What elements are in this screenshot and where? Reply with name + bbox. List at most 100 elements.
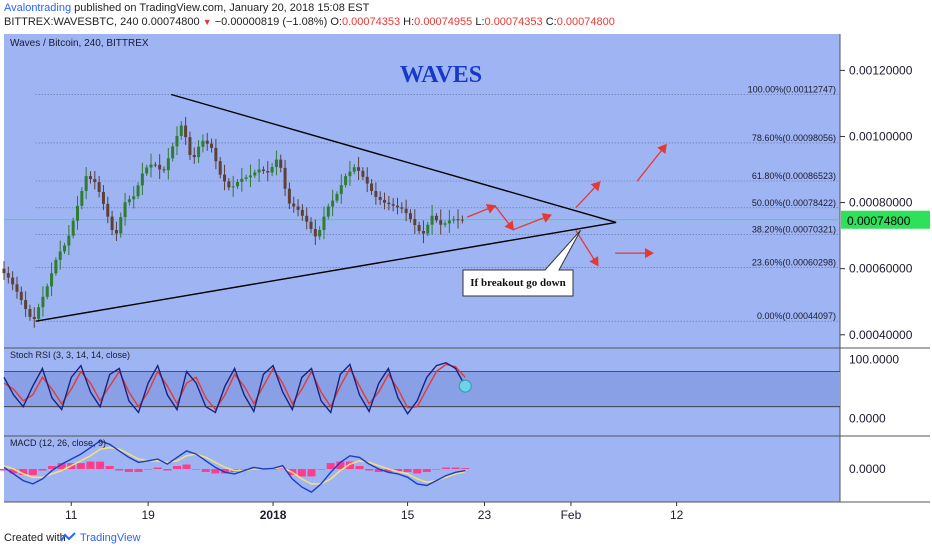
macd-histogram-bar — [345, 461, 354, 469]
candle-body — [119, 217, 123, 234]
macd-histogram-bar — [240, 469, 249, 470]
candle-body — [162, 169, 166, 171]
candle-body — [136, 185, 140, 197]
candle-body — [383, 199, 387, 203]
candle-body — [322, 216, 326, 231]
price-tick-label: 0.00080000 — [849, 196, 913, 210]
candle-body — [348, 171, 352, 177]
chart-area[interactable]: 100.00%(0.00112747) 78.60%(0.00098056) 61.… — [0, 30, 932, 526]
projection-arrow — [575, 229, 599, 267]
macd-histogram-bar — [115, 469, 124, 471]
published-text: published on TradingView.com, January 20… — [74, 2, 370, 14]
candle-body — [287, 188, 291, 204]
candle-body — [374, 191, 378, 197]
macd-histogram-bar — [19, 469, 28, 475]
annotation-callout: If breakout go down — [462, 229, 581, 297]
macd-histogram-bar — [317, 469, 326, 470]
candle-body — [257, 169, 261, 173]
candle-body — [460, 219, 464, 221]
price-pane[interactable] — [4, 34, 840, 348]
macd-signal-line — [3, 446, 466, 485]
candle-body — [417, 225, 421, 231]
candle-body — [114, 230, 118, 234]
candle-body — [58, 251, 62, 260]
candle-body — [309, 221, 313, 230]
macd-histogram-bar — [461, 468, 470, 469]
candle-body — [361, 170, 365, 177]
fib-level-label: 0.00%(0.00044097) — [757, 311, 836, 321]
macd-histogram-bar — [0, 469, 8, 471]
macd-histogram-bar — [48, 466, 57, 469]
macd-histogram-bar — [57, 463, 66, 469]
macd-histogram-bar — [38, 469, 47, 471]
axis-labels: 0.00120000 0.00100000 0.00080000 0.00060000… — [65, 63, 930, 522]
callout-box — [462, 229, 581, 297]
macd-label: MACD (12, 26, close, 9) — [10, 438, 106, 448]
macd-histogram-bar — [336, 461, 345, 469]
open-value: 0.00074353 — [341, 16, 401, 28]
fib-retracement: 100.00%(0.00112747) 78.60%(0.00098056) 61.… — [4, 84, 840, 322]
candle-body — [123, 202, 127, 218]
candle-body — [166, 158, 170, 171]
macd-histogram-bar — [211, 469, 220, 474]
candle-body — [391, 204, 395, 206]
projection-arrow — [466, 203, 497, 218]
candle-body — [430, 215, 434, 225]
candle-body — [188, 137, 192, 155]
author-link[interactable]: Avalontrading — [4, 2, 72, 14]
macd-histogram-bar — [192, 469, 201, 470]
chart-title: WAVES — [400, 62, 482, 88]
candle-body — [223, 174, 227, 182]
candle-body — [240, 178, 244, 182]
candle-body — [300, 209, 304, 216]
stoch-rsi-tick-label: 100.0000 — [849, 353, 899, 367]
tradingview-brand-link[interactable]: TradingView — [80, 532, 141, 544]
candle-body — [179, 125, 183, 136]
time-tick-label: 23 — [478, 508, 492, 522]
candle-body — [266, 171, 270, 173]
candle-body — [395, 205, 399, 208]
candle-body — [248, 175, 252, 178]
candle-body — [305, 215, 309, 222]
candle-body — [439, 220, 443, 225]
projection-arrow — [513, 213, 552, 231]
projection-arrow — [636, 143, 667, 182]
candle-body — [365, 176, 369, 184]
candle-body — [387, 202, 391, 205]
candle-body — [184, 125, 188, 138]
macd-histogram-bar — [384, 469, 393, 472]
low-value: 0.00074353 — [484, 16, 543, 28]
candle-body — [15, 284, 19, 292]
candle-body — [296, 206, 300, 210]
stoch-rsi-label: Stoch RSI (3, 3, 14, 14, close) — [10, 350, 130, 360]
candle-body — [413, 219, 417, 226]
macd-histogram-bar — [269, 469, 278, 470]
price-change: −0.00000819 (−1.08%) — [214, 16, 328, 28]
candle-body — [88, 176, 92, 180]
low-label: L: — [475, 16, 485, 28]
candle-body — [261, 169, 265, 172]
candle-body — [32, 316, 36, 319]
candle-body — [145, 167, 149, 174]
candle-body — [158, 164, 162, 170]
candle-body — [421, 230, 425, 234]
candle-body — [84, 176, 88, 191]
fib-level-label: 38.20%(0.00070321) — [752, 225, 836, 235]
candle-body — [106, 203, 110, 217]
fib-level-label: 78.60%(0.00098056) — [752, 133, 836, 143]
macd-pane[interactable] — [4, 436, 840, 502]
candle-body — [214, 147, 218, 162]
stoch-rsi-tick-label: 0.0000 — [849, 411, 886, 425]
macd-histogram-bar — [413, 469, 422, 474]
high-label: H: — [403, 16, 415, 28]
macd-tick-label: 0.0000 — [849, 462, 886, 476]
candle-body — [171, 146, 175, 159]
down-triangle-icon: ▼ — [202, 17, 212, 27]
open-label: O: — [330, 16, 342, 28]
price-axis[interactable] — [840, 34, 930, 502]
footer: Created with TradingView — [0, 526, 932, 550]
candle-body — [140, 173, 144, 186]
candle-body — [24, 300, 28, 309]
macd-histogram-bar — [86, 461, 95, 469]
macd-histogram-bar — [153, 467, 162, 469]
